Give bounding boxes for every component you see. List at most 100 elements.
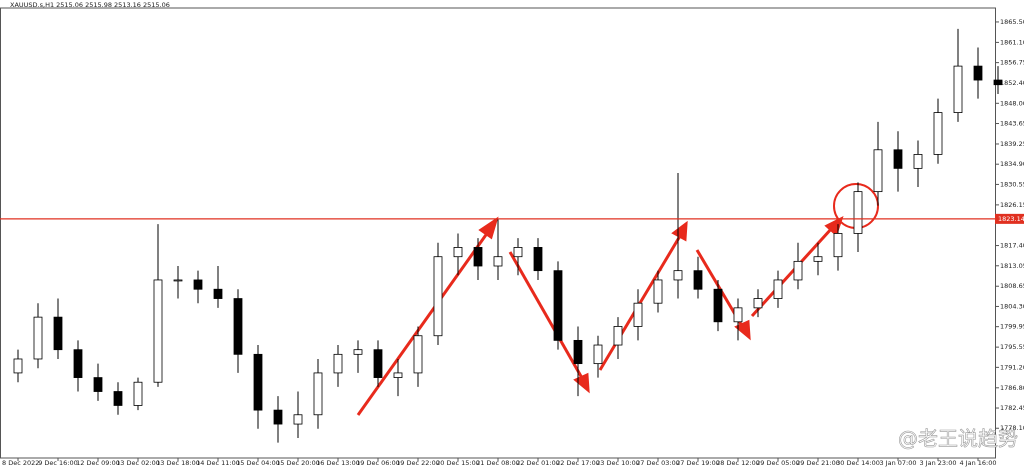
x-tick-label: 4 Jan 16:00	[959, 459, 996, 467]
x-tick-label: 14 Dec 11:00	[196, 459, 240, 467]
candle-body	[353, 349, 363, 355]
x-tick-label: 27 Dec 03:00	[636, 459, 680, 467]
candle-body	[593, 344, 603, 365]
candle-body	[833, 233, 843, 258]
candle-body	[393, 372, 403, 378]
candle-body	[93, 377, 103, 392]
candle-body	[613, 326, 623, 346]
annotations	[356, 183, 879, 416]
candle-body	[893, 149, 903, 169]
candle-body	[373, 349, 383, 378]
candle-body	[573, 339, 583, 365]
x-tick-label: 3 Jan 23:00	[919, 459, 956, 467]
candle-body	[133, 381, 143, 406]
candle-body	[293, 414, 303, 425]
candle-body	[673, 270, 683, 281]
y-tick-label: 1817.40	[1000, 242, 1024, 250]
y-tick-label: 1839.25	[1000, 140, 1024, 148]
candle-body	[413, 335, 423, 374]
y-tick-label: 1808.65	[1000, 282, 1024, 290]
candle-body	[973, 65, 983, 81]
x-tick-label: 27 Dec 19:00	[676, 459, 720, 467]
candle-body	[493, 256, 503, 267]
x-tick-label: 22 Dec 17:00	[556, 459, 600, 467]
y-tick-label: 1799.95	[1000, 323, 1024, 331]
arrow-head	[573, 372, 590, 394]
x-tick-label: 16 Dec 13:00	[316, 459, 360, 467]
arrow-head	[478, 216, 499, 240]
y-tick-label: 1861.10	[1000, 38, 1024, 46]
candle-body	[873, 149, 883, 193]
y-tick-label: 1778.10	[1000, 424, 1024, 432]
x-tick-label: 30 Dec 14:00	[836, 459, 880, 467]
y-tick-label: 1795.55	[1000, 343, 1024, 351]
candle-body	[33, 316, 43, 360]
candle-body	[313, 372, 323, 416]
y-tick-label: 1843.65	[1000, 120, 1024, 128]
chart-title: XAUUSD.s,H1 2515.06 2515.98 2513.16 2515…	[10, 1, 170, 9]
candle-body	[273, 409, 283, 425]
watermark: @老王说趋势	[898, 427, 1018, 451]
level-label-bg	[995, 213, 1024, 224]
y-tick-label: 1782.45	[1000, 404, 1024, 412]
candle-body	[733, 307, 743, 323]
candle-body	[793, 260, 803, 281]
arrow-head	[671, 220, 688, 242]
candle-body	[693, 270, 703, 290]
x-tick-label: 19 Dec 06:00	[356, 459, 400, 467]
candle-body	[813, 256, 823, 262]
candle-body	[993, 79, 1003, 86]
candle-body	[473, 247, 483, 267]
candle-body	[73, 349, 83, 378]
candle-body	[333, 353, 343, 374]
x-tick-label: 15 Dec 04:00	[236, 459, 280, 467]
arrow	[750, 226, 834, 318]
candle-body	[853, 191, 863, 234]
x-tick-label: 23 Dec 10:00	[596, 459, 640, 467]
candle-body	[953, 65, 963, 113]
candle-body	[653, 279, 663, 304]
arrow-head	[734, 319, 751, 341]
x-tick-label: 9 Dec 16:00	[38, 459, 78, 467]
candle-body	[253, 353, 263, 411]
candle-body	[113, 391, 123, 406]
candle-body	[173, 279, 183, 282]
x-tick-label: 12 Dec 09:00	[76, 459, 120, 467]
candle-body	[233, 298, 243, 355]
candle-body	[553, 270, 563, 341]
x-tick-label: 28 Dec 12:00	[716, 459, 760, 467]
candle-body	[213, 288, 223, 299]
candle-body	[53, 316, 63, 351]
candle-body	[773, 279, 783, 299]
y-tick-label: 1826.15	[1000, 201, 1024, 209]
x-tick-label: 29 Dec 05:00	[756, 459, 800, 467]
y-tick-label: 1834.90	[1000, 160, 1024, 168]
candle-body	[513, 247, 523, 258]
candle-body	[753, 298, 763, 309]
x-tick-label: 3 Jan 07:00	[879, 459, 916, 467]
candle-body	[933, 112, 943, 155]
x-tick-label: 22 Dec 01:00	[516, 459, 560, 467]
x-tick-label: 13 Dec 18:00	[156, 459, 200, 467]
y-tick-label: 1804.30	[1000, 302, 1024, 310]
x-tick-label: 20 Dec 15:00	[436, 459, 480, 467]
x-tick-label: 21 Dec 08:00	[476, 459, 520, 467]
arrow	[356, 231, 490, 416]
candle-body	[633, 302, 643, 327]
y-tick-label: 1856.75	[1000, 59, 1024, 67]
y-tick-label: 1852.40	[1000, 79, 1024, 87]
x-tick-label: 13 Dec 02:00	[116, 459, 160, 467]
y-tick-label: 1865.50	[1000, 18, 1024, 26]
candle-body	[533, 247, 543, 272]
candle-body	[453, 247, 463, 258]
candle-body	[13, 358, 23, 374]
candle-body	[913, 154, 923, 169]
candle-body	[713, 288, 723, 323]
y-tick-label: 1786.80	[1000, 384, 1024, 392]
y-tick-label: 1791.20	[1000, 363, 1024, 371]
x-tick-label: 29 Dec 21:00	[796, 459, 840, 467]
x-tick-label: 8 Dec 2022	[2, 459, 39, 467]
x-tick-label: 15 Dec 20:00	[276, 459, 320, 467]
candle-body	[153, 279, 163, 383]
